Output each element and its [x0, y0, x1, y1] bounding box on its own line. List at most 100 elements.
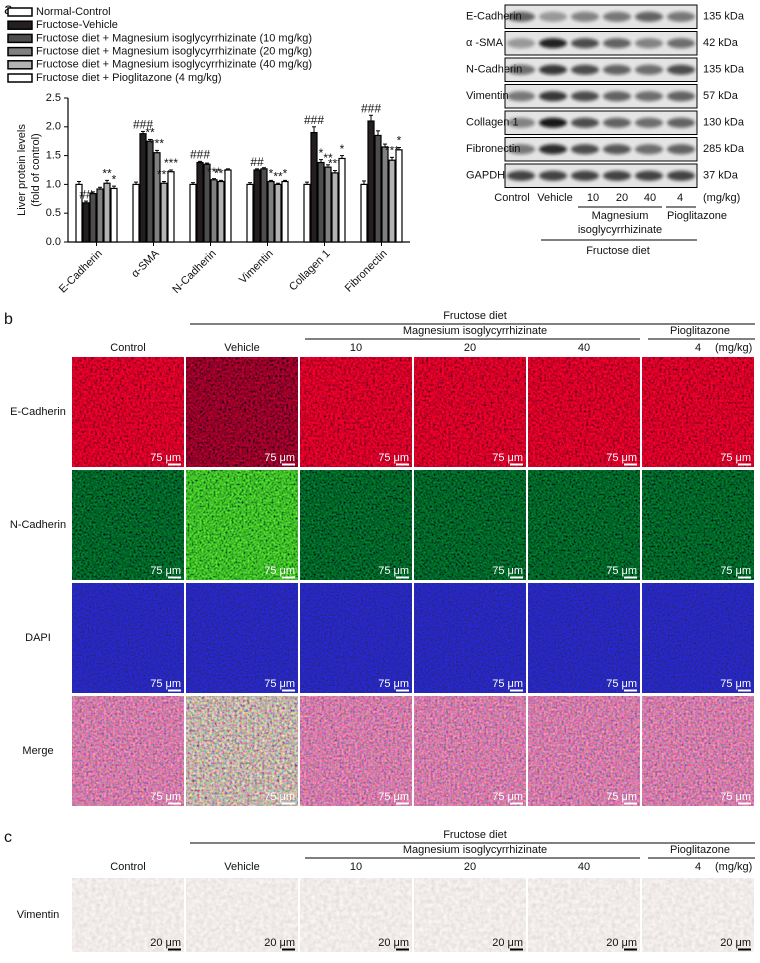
group-label: isoglycyrrhizinate: [578, 224, 662, 236]
scale-label: 75 μm: [264, 678, 295, 690]
lane-label: Control: [494, 192, 529, 204]
scale-label: 75 μm: [492, 565, 523, 577]
scale-label: 20 μm: [720, 937, 751, 949]
bar: [246, 183, 254, 243]
blot-band: [635, 117, 663, 128]
group-label: Fructose diet: [443, 829, 507, 841]
blot-band: [539, 170, 567, 181]
significance: ###: [190, 148, 210, 162]
scale-label: 20 μm: [150, 937, 181, 949]
blot-protein: Collagen 1: [466, 117, 519, 129]
blot-band: [603, 144, 631, 155]
micrograph: [528, 583, 640, 693]
blot-band: [635, 91, 663, 102]
blot-protein: α -SMA: [466, 37, 504, 49]
group-label: Magnesium isoglycyrrhizinate: [403, 325, 547, 337]
bar: [153, 152, 161, 243]
blot-band: [539, 38, 567, 49]
blot-band: [571, 38, 599, 49]
bar: [331, 172, 339, 243]
blot-strip: [504, 57, 698, 82]
bar: [381, 146, 389, 243]
y-tick-label: 0.0: [46, 236, 61, 248]
scale-label: 75 μm: [150, 791, 181, 803]
scale-label: 20 μm: [492, 937, 523, 949]
bar: [274, 183, 282, 243]
significance: **: [323, 151, 333, 165]
blot-band: [603, 64, 631, 75]
column-label: Vehicle: [224, 342, 259, 354]
scale-label: 75 μm: [264, 791, 295, 803]
unit-label: (mg/kg): [715, 861, 752, 873]
micrograph: [642, 583, 754, 693]
group-label: Pioglitazone: [670, 844, 730, 856]
significance: *: [340, 142, 345, 156]
bar: [132, 183, 140, 243]
blot-band: [635, 144, 663, 155]
bar: [103, 182, 111, 243]
group-label: Fructose diet: [443, 310, 507, 322]
micrograph: [642, 696, 754, 806]
blot-band: [667, 38, 695, 49]
bar: [224, 169, 232, 243]
micrograph: [186, 583, 298, 693]
blot-strip: [504, 84, 698, 109]
blot-band: [667, 11, 695, 22]
blot-band: [507, 11, 535, 22]
blot-band: [635, 170, 663, 181]
y-axis-label: Liver protein levels: [16, 124, 28, 216]
significance: *: [397, 134, 402, 148]
blot-strip: [504, 4, 698, 29]
column-label: 10: [350, 342, 362, 354]
blot-band: [539, 11, 567, 22]
significance: **: [145, 126, 155, 140]
y-axis-label: (fold of control): [30, 133, 42, 206]
scale-label: 75 μm: [378, 452, 409, 464]
row-label: Vimentin: [17, 909, 60, 921]
scale-label: 75 μm: [606, 791, 637, 803]
scale-label: 75 μm: [720, 452, 751, 464]
legend-label: Fructose diet + Magnesium isoglycyrrhizi…: [36, 46, 312, 58]
legend-swatch: [7, 46, 33, 57]
bar: [203, 163, 211, 243]
group-label: Pioglitazone: [670, 325, 730, 337]
column-label: 4: [695, 342, 701, 354]
bar: [267, 180, 275, 243]
scale-label: 75 μm: [492, 791, 523, 803]
blot-band: [507, 170, 535, 181]
blot-size: 42 kDa: [703, 37, 739, 49]
blot-strip: [504, 31, 698, 56]
legend-swatch: [7, 73, 33, 83]
legend-swatch: [7, 7, 33, 17]
bar: [189, 183, 197, 243]
legend-swatch: [7, 20, 33, 30]
blot-band: [667, 64, 695, 75]
bar: [395, 149, 403, 243]
significance: *: [269, 167, 274, 181]
bar: [253, 169, 261, 243]
legend-swatch: [7, 60, 33, 70]
row-label: Merge: [22, 745, 53, 757]
micrograph: [300, 696, 412, 806]
blot-band: [635, 11, 663, 22]
micrograph: [414, 696, 526, 806]
micrograph: [414, 357, 526, 467]
bar: [146, 140, 154, 243]
group-label: Fructose diet: [586, 245, 650, 257]
scale-label: 75 μm: [492, 678, 523, 690]
column-label: 20: [464, 861, 476, 873]
scale-label: 75 μm: [264, 565, 295, 577]
column-label: 4: [695, 861, 701, 873]
micrograph: [528, 878, 640, 952]
column-label: 10: [350, 861, 362, 873]
bar: [360, 183, 368, 243]
bar: [317, 161, 325, 243]
micrograph: [72, 470, 184, 580]
scale-label: 20 μm: [378, 937, 409, 949]
significance: **: [273, 169, 283, 183]
blot-band: [603, 91, 631, 102]
legend-label: Fructose diet + Magnesium isoglycyrrhizi…: [36, 59, 312, 71]
blot-band: [539, 144, 567, 155]
blot-size: 135 kDa: [703, 11, 745, 23]
lane-label: 10: [587, 192, 599, 204]
